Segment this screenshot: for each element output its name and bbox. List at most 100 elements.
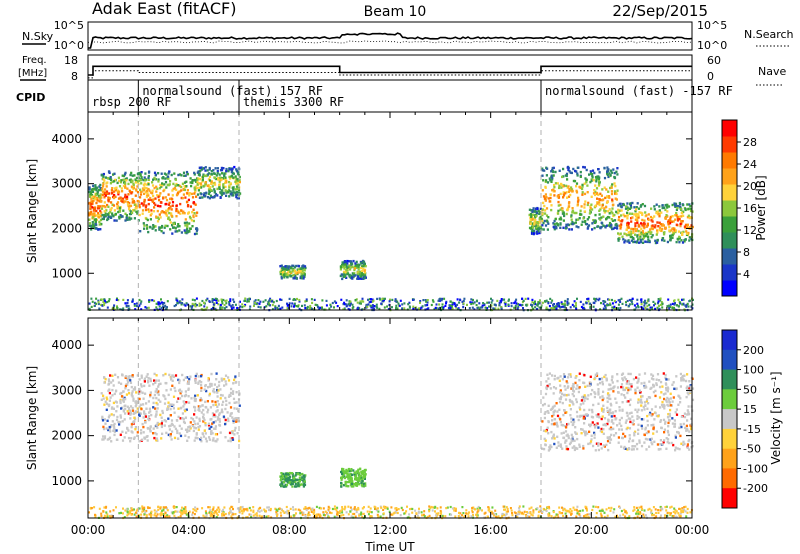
heatmap-cell-1268 [348, 264, 351, 267]
heatmap-cell-3123 [348, 302, 351, 305]
heatmap-cell-593 [191, 211, 194, 214]
heatmap-cell-986 [346, 472, 349, 475]
heatmap-cell-1700 [581, 191, 584, 194]
heatmap-cell-870 [364, 482, 367, 485]
heatmap-cell-3081 [305, 298, 308, 301]
heatmap-cell-2834 [673, 300, 675, 303]
heatmap-cell-854 [301, 476, 304, 479]
heatmap-cell-202 [118, 215, 121, 219]
heatmap-cell-1609 [640, 398, 643, 401]
heatmap-cell-621 [108, 436, 112, 439]
heatmap-cell-289 [102, 425, 105, 429]
heatmap-cell-801 [299, 473, 302, 477]
heatmap-cell-872 [343, 475, 346, 478]
heatmap-cell-1419 [554, 170, 557, 174]
heatmap-cell-667 [161, 224, 164, 228]
nave-step-line [88, 70, 692, 79]
heatmap-cell-1187 [691, 445, 694, 448]
heatmap-cell-720 [184, 393, 188, 397]
heatmap-cell-1739 [594, 193, 597, 197]
heatmap-cell-2509 [620, 297, 623, 300]
heatmap-cell-1153 [342, 270, 346, 274]
heatmap-cell-588 [185, 221, 188, 224]
heatmap-cell-385 [132, 182, 135, 185]
heatmap-cell-1926 [675, 240, 678, 244]
heatmap-cell-609 [210, 384, 213, 387]
heatmap-cell-2034 [619, 219, 622, 223]
heatmap-cell-1331 [612, 427, 615, 431]
heatmap-cell-633 [195, 227, 198, 230]
heatmap-cell-2229 [647, 230, 650, 234]
heatmap-cell-1504 [570, 218, 573, 221]
heatmap-cell-1062 [675, 413, 679, 416]
heatmap-cell-3032 [611, 302, 614, 305]
heatmap-cell-821 [198, 174, 201, 177]
heatmap-cell-3142 [533, 302, 536, 305]
heatmap-cell-2144 [671, 233, 674, 237]
heatmap-cell-304 [107, 211, 110, 215]
heatmap-cell-17 [204, 400, 207, 404]
heatmap-cell-1605 [627, 417, 630, 420]
heatmap-cell-1109 [303, 273, 306, 276]
heatmap-cell-2643 [106, 300, 109, 304]
heatmap-cell-294 [213, 383, 216, 386]
heatmap-cell-766 [281, 473, 284, 476]
heatmap-cell-57 [205, 440, 208, 443]
heatmap-cell-1836 [592, 179, 595, 182]
heatmap-cell-1477 [575, 182, 579, 185]
heatmap-cell-1513 [659, 447, 662, 451]
heatmap-cell-774 [197, 177, 200, 180]
heatmap-cell-2148 [657, 225, 660, 228]
heatmap-cell-420 [131, 375, 134, 378]
heatmap-cell-1765 [597, 201, 600, 204]
heatmap-cell-2921 [180, 303, 183, 306]
heatmap-cell-1283 [643, 408, 646, 411]
heatmap-cell-609 [156, 220, 160, 223]
heatmap-cell-1330 [610, 420, 613, 423]
heatmap-cell-1133 [628, 412, 631, 415]
heatmap-cell-644 [163, 183, 166, 186]
heatmap-cell-133 [88, 224, 91, 228]
heatmap-cell-1442 [544, 430, 547, 433]
heatmap-cell-2137 [633, 213, 636, 216]
heatmap-cell-3138 [547, 302, 550, 305]
heatmap-cell-1117 [624, 447, 627, 450]
heatmap-cell-2193 [647, 218, 650, 221]
heatmap-cell-3106 [412, 298, 415, 301]
heatmap-cell-1835 [590, 172, 593, 175]
heatmap-cell-261 [134, 410, 138, 413]
heatmap-cell-392 [235, 380, 238, 384]
heatmap-cell-216 [171, 384, 174, 387]
heatmap-cell-58 [149, 379, 152, 383]
heatmap-cell-3075 [155, 302, 158, 305]
heatmap-cell-815 [280, 475, 283, 478]
heatmap-cell-397 [157, 398, 160, 402]
heatmap-cell-1839 [547, 197, 550, 200]
heatmap-cell-2579 [271, 303, 274, 307]
heatmap-cell-2776 [375, 305, 378, 308]
heatmap-cell-395 [169, 403, 172, 406]
heatmap-cell-1311 [612, 411, 615, 414]
heatmap-cell-484 [141, 422, 144, 426]
heatmap-cell-2736 [293, 302, 296, 305]
heatmap-cell-614 [142, 416, 145, 419]
heatmap-cell-2417 [368, 298, 371, 301]
heatmap-cell-1646 [562, 175, 565, 178]
heatmap-cell-455 [140, 202, 143, 205]
heatmap-cell-1491 [584, 430, 587, 433]
heatmap-cell-2899 [257, 299, 260, 302]
heatmap-cell-2839 [185, 302, 188, 305]
heatmap-cell-699 [203, 388, 206, 391]
heatmap-cell-2758 [614, 307, 617, 310]
heatmap-cell-1397 [571, 387, 574, 390]
heatmap-cell-1081 [664, 392, 667, 395]
heatmap-cell-32 [198, 417, 201, 420]
heatmap-cell-1524 [638, 373, 641, 376]
heatmap-cell-1536 [556, 182, 559, 185]
heatmap-cell-1114 [629, 388, 632, 391]
heatmap-cell-1088 [662, 441, 665, 444]
heatmap-cell-232 [108, 427, 111, 431]
heatmap-cell-2951 [613, 299, 616, 303]
heatmap-cell-524 [141, 391, 144, 394]
heatmap-cell-2763 [621, 302, 624, 305]
